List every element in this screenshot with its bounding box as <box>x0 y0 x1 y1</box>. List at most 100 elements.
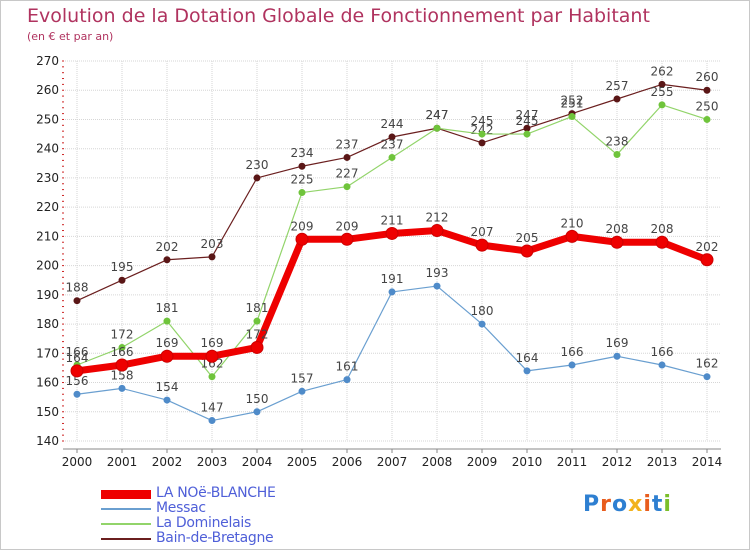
data-point-messac <box>703 373 711 381</box>
data-label-messac: 161 <box>336 360 359 374</box>
data-point-bain-de-bretagne <box>73 297 81 305</box>
data-point-bain-de-bretagne <box>118 276 126 284</box>
data-point-bain-de-bretagne <box>658 80 666 88</box>
data-label-bain-de-bretagne: 262 <box>651 64 674 78</box>
x-tick-label: 2013 <box>647 455 678 469</box>
x-tick-label: 2002 <box>152 455 183 469</box>
y-tick-label: 140 <box>36 434 59 448</box>
data-label-bain-de-bretagne: 237 <box>336 137 359 151</box>
data-label-messac: 191 <box>381 272 404 286</box>
x-tick-label: 2004 <box>242 455 273 469</box>
data-label-la-dominelais: 166 <box>66 345 89 359</box>
data-label-messac: 157 <box>291 371 314 385</box>
data-label-messac: 180 <box>471 304 494 318</box>
data-label-bain-de-bretagne: 230 <box>246 158 269 172</box>
x-tick-label: 2005 <box>287 455 318 469</box>
data-point-messac <box>73 390 81 398</box>
data-point-messac <box>523 367 531 375</box>
logo-letter: i <box>663 492 672 517</box>
data-point-messac <box>298 387 306 395</box>
legend-swatch <box>101 538 151 540</box>
data-label-messac: 164 <box>516 351 539 365</box>
legend-label: Bain-de-Bretagne <box>156 530 274 546</box>
data-point-la-dominelais <box>253 317 261 325</box>
data-point-la-no-blanche <box>205 349 219 363</box>
data-label-messac: 156 <box>66 374 89 388</box>
x-tick-label: 2003 <box>197 455 228 469</box>
y-tick-label: 170 <box>36 346 59 360</box>
data-label-messac: 193 <box>426 266 449 280</box>
data-point-la-no-blanche <box>610 235 624 249</box>
data-label-messac: 166 <box>651 345 674 359</box>
logo-letter: P <box>583 492 601 517</box>
data-point-messac <box>478 320 486 328</box>
data-label-la-dominelais: 251 <box>561 97 584 111</box>
y-tick-label: 250 <box>36 112 59 126</box>
data-label-bain-de-bretagne: 257 <box>606 79 629 93</box>
y-tick-label: 210 <box>36 229 59 243</box>
data-label-la-dominelais: 181 <box>156 301 179 315</box>
data-point-messac <box>658 361 666 369</box>
data-label-la-dominelais: 225 <box>291 173 314 187</box>
data-point-bain-de-bretagne <box>703 86 711 94</box>
x-tick-label: 2007 <box>377 455 408 469</box>
proxiti-logo: Proxiti <box>583 492 672 517</box>
y-tick-label: 220 <box>36 200 59 214</box>
data-label-la-no-blanche: 207 <box>471 225 494 239</box>
data-point-la-no-blanche <box>385 226 399 240</box>
data-point-la-dominelais <box>613 151 621 159</box>
x-tick-label: 2008 <box>422 455 453 469</box>
data-label-la-dominelais: 245 <box>471 114 494 128</box>
legend-swatch <box>101 489 151 499</box>
legend-label: LA NOë-BLANCHE <box>156 485 276 501</box>
data-point-messac <box>433 282 441 290</box>
data-label-la-dominelais: 172 <box>111 327 134 341</box>
data-point-bain-de-bretagne <box>343 153 351 161</box>
data-point-la-dominelais <box>433 124 441 132</box>
data-point-la-dominelais <box>523 130 531 138</box>
legend-swatch <box>101 508 151 510</box>
data-point-la-no-blanche <box>655 235 669 249</box>
data-label-la-no-blanche: 211 <box>381 213 404 227</box>
x-tick-label: 2001 <box>107 455 138 469</box>
data-label-la-dominelais: 238 <box>606 135 629 149</box>
data-label-bain-de-bretagne: 202 <box>156 240 179 254</box>
legend-label: Messac <box>156 500 206 516</box>
data-label-messac: 154 <box>156 380 179 394</box>
data-label-la-no-blanche: 169 <box>201 336 224 350</box>
data-label-la-dominelais: 255 <box>651 85 674 99</box>
data-point-messac <box>568 361 576 369</box>
data-label-la-dominelais: 181 <box>246 301 269 315</box>
logo-letter: o <box>611 492 629 517</box>
data-label-messac: 147 <box>201 401 224 415</box>
x-tick-label: 2009 <box>467 455 498 469</box>
data-point-la-dominelais <box>343 183 351 191</box>
data-point-bain-de-bretagne <box>208 253 216 261</box>
data-point-la-dominelais <box>163 317 171 325</box>
data-label-la-no-blanche: 209 <box>291 219 314 233</box>
x-tick-label: 2000 <box>62 455 93 469</box>
x-tick-label: 2010 <box>512 455 543 469</box>
data-point-la-no-blanche <box>160 349 174 363</box>
y-tick-label: 200 <box>36 259 59 273</box>
data-point-la-no-blanche <box>70 364 84 378</box>
data-label-bain-de-bretagne: 247 <box>426 108 449 122</box>
data-label-bain-de-bretagne: 188 <box>66 281 89 295</box>
data-label-la-dominelais: 247 <box>426 108 449 122</box>
data-label-messac: 162 <box>696 357 719 371</box>
x-tick-label: 2014 <box>692 455 723 469</box>
data-point-la-dominelais <box>478 130 486 138</box>
x-tick-label: 2006 <box>332 455 363 469</box>
data-point-bain-de-bretagne <box>298 162 306 170</box>
data-point-bain-de-bretagne <box>523 124 531 132</box>
data-point-la-no-blanche <box>565 229 579 243</box>
data-label-la-no-blanche: 208 <box>606 222 629 236</box>
data-point-bain-de-bretagne <box>163 256 171 264</box>
data-label-la-no-blanche: 166 <box>111 345 134 359</box>
data-label-la-no-blanche: 172 <box>246 327 269 341</box>
data-point-la-dominelais <box>658 101 666 109</box>
data-label-la-no-blanche: 205 <box>516 231 539 245</box>
y-tick-label: 270 <box>36 54 59 68</box>
